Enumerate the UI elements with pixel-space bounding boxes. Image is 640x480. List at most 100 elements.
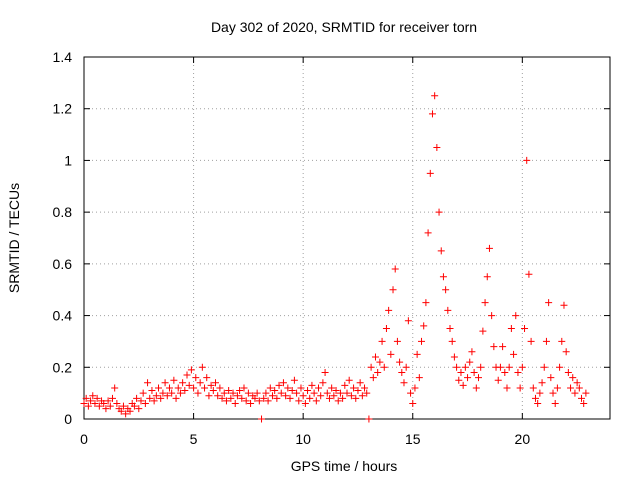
data-point [146,394,154,402]
data-point [354,387,362,395]
y-tick-label: 0.4 [53,308,73,324]
data-point [402,363,410,371]
data-point [308,381,316,389]
data-point [457,368,465,376]
data-point [428,110,436,118]
data-point [512,312,520,320]
data-point [260,394,268,402]
data-point [89,392,97,400]
y-tick-label: 1.2 [53,101,73,117]
data-point [172,394,180,402]
data-point [262,389,270,397]
data-point [205,392,213,400]
data-point [549,389,557,397]
data-point [569,374,577,382]
data-point [521,325,529,332]
data-point [490,343,498,351]
data-point [466,358,474,366]
data-point [387,350,395,358]
data-point [531,394,539,402]
data-point [185,381,193,389]
data-point [176,389,184,397]
y-tick-label: 1.4 [53,49,73,65]
data-point [398,368,406,376]
data-point [446,325,454,332]
data-point [523,156,531,164]
data-point [341,381,349,389]
data-point [227,394,235,402]
data-point [442,286,450,294]
data-point [207,381,215,389]
data-point [284,384,292,392]
data-point [312,397,320,405]
data-point [139,389,147,397]
data-point [538,379,546,387]
data-point [407,389,415,397]
data-point [418,337,426,345]
data-point [80,399,88,407]
data-point [393,337,401,345]
y-tick-label: 0.8 [53,204,73,220]
data-point [220,389,228,397]
data-point [144,379,152,387]
data-point [222,397,230,405]
data-point [126,407,134,415]
x-tick-label: 15 [405,431,421,447]
data-point [159,389,167,397]
data-point [282,392,290,400]
data-point [201,384,209,392]
data-point [104,397,112,405]
data-point [422,299,430,307]
data-point [365,415,373,423]
data-point [556,363,564,371]
data-point [361,384,369,392]
data-point [192,374,200,382]
data-point [411,384,419,392]
data-point [119,402,127,410]
data-point [558,337,566,345]
data-point [575,384,583,392]
data-point [100,399,108,407]
data-point [102,405,110,413]
data-point [404,317,412,325]
data-point [529,384,537,392]
data-point [510,350,518,358]
data-point [290,376,298,384]
data-point [448,337,456,345]
data-point [369,374,377,382]
data-point [389,286,397,294]
data-point [453,363,461,371]
data-point [352,394,360,402]
data-point [547,374,555,382]
data-point [461,363,469,371]
data-point [356,379,364,387]
data-point [319,379,327,387]
data-point [157,394,165,402]
data-point [264,397,272,405]
data-point [396,358,404,366]
data-point [148,387,156,395]
data-point [459,381,467,389]
data-point [84,402,92,410]
data-point [218,394,226,402]
data-point [488,312,496,320]
data-point [238,394,246,402]
data-point [485,244,493,252]
data-point [415,374,423,382]
data-point [347,392,355,400]
data-point [244,389,252,397]
data-point [433,144,441,151]
data-point [435,208,443,216]
data-point [117,407,125,415]
data-point [133,394,141,402]
data-point [236,387,244,395]
data-point [163,392,171,400]
data-point [301,399,309,407]
data-point [95,402,103,410]
data-point [299,392,307,400]
x-tick-label: 20 [515,431,531,447]
data-point [181,387,189,395]
y-tick-label: 0.2 [53,359,73,375]
data-point [242,397,250,405]
